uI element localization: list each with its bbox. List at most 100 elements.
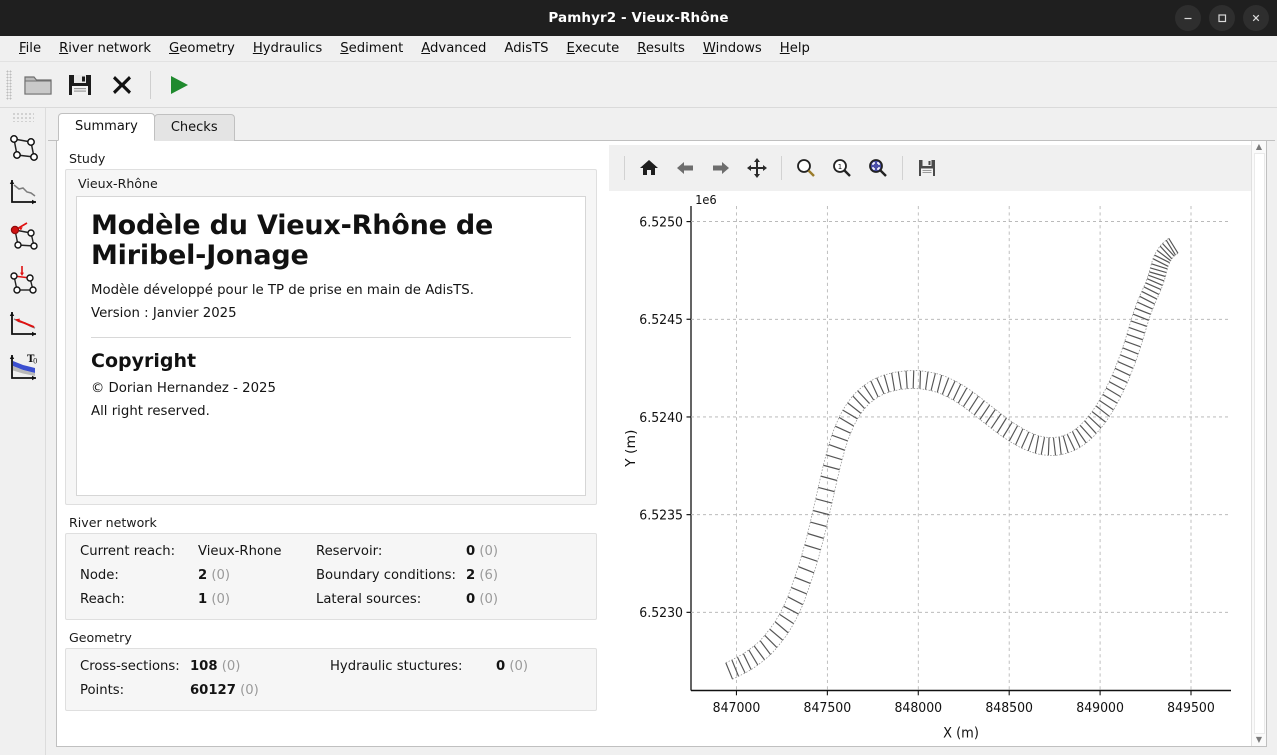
pan-move-icon[interactable]	[740, 151, 774, 185]
copyright-rights: All right reserved.	[91, 404, 210, 420]
scrollbar-track[interactable]	[1253, 153, 1265, 734]
window-titlebar: Pamhyr2 - Vieux-Rhône	[0, 0, 1277, 36]
svg-text:1: 1	[838, 163, 842, 171]
main-toolbar	[0, 62, 1277, 108]
menu-advanced[interactable]: Advanced	[421, 41, 487, 56]
value-current-reach: Vieux-Rhone	[198, 544, 282, 559]
longitudinal-profile-icon[interactable]	[1, 170, 45, 214]
geometry-info-grid: Cross-sections: 108 (0) Hydraulic stuctu…	[66, 649, 596, 710]
summary-info-pane: Study Vieux-Rhône Modèle du Vieux-Rhône …	[57, 141, 603, 746]
split-panes: Study Vieux-Rhône Modèle du Vieux-Rhône …	[57, 141, 1251, 746]
menu-results[interactable]: Results	[637, 41, 685, 56]
spacer-cell-2	[496, 683, 582, 698]
plot-pane: 1	[609, 141, 1251, 746]
close-x-icon[interactable]	[102, 65, 142, 105]
close-icon[interactable]	[1243, 5, 1269, 31]
svg-text:6.5230: 6.5230	[639, 606, 683, 621]
menu-river-network[interactable]: River network	[59, 41, 152, 56]
label-points: Points:	[80, 683, 125, 698]
sediment-layers-icon[interactable]: T 0	[1, 346, 45, 390]
value-points: 60127 (0)	[190, 683, 259, 698]
tab-summary[interactable]: Summary	[58, 113, 155, 141]
save-floppy-icon[interactable]	[60, 65, 100, 105]
label-cross-sections: Cross-sections:	[80, 659, 180, 674]
scroll-down-arrow-icon[interactable]: ▼	[1255, 735, 1263, 744]
content-area: Summary Checks Study Vieux-Rhône Modèl	[46, 108, 1277, 755]
svg-text:Y (m): Y (m)	[624, 430, 639, 468]
river-network-info-grid: Current reach: Vieux-Rhone Reservoir: 0 …	[66, 534, 596, 619]
label-current-reach: Current reach:	[80, 544, 176, 559]
menu-geometry[interactable]: Geometry	[169, 41, 235, 56]
svg-text:T: T	[27, 354, 35, 365]
svg-text:6.5240: 6.5240	[639, 410, 683, 425]
plot-toolbar: 1	[609, 145, 1251, 191]
label-lateral-sources: Lateral sources:	[316, 592, 422, 607]
study-group-title: Study	[69, 151, 106, 166]
maximize-icon[interactable]	[1209, 5, 1235, 31]
forward-arrow-icon[interactable]	[704, 151, 738, 185]
home-icon[interactable]	[632, 151, 666, 185]
open-folder-icon[interactable]	[18, 65, 58, 105]
study-group: Study Vieux-Rhône Modèle du Vieux-Rhône …	[65, 149, 597, 505]
left-toolbar: T 0	[0, 108, 46, 755]
save-figure-icon[interactable]	[910, 151, 944, 185]
copyright-author: © Dorian Hernandez - 2025	[91, 381, 276, 397]
zoom-fit-icon[interactable]	[861, 151, 895, 185]
value-reach: 1 (0)	[198, 592, 231, 607]
divider	[91, 337, 571, 339]
edit-node-icon[interactable]	[1, 214, 45, 258]
value-node: 2 (0)	[198, 568, 231, 583]
svg-text:847500: 847500	[804, 700, 852, 715]
value-reservoir: 0 (0)	[466, 544, 499, 559]
svg-text:848500: 848500	[985, 700, 1033, 715]
toolbar-grip[interactable]	[6, 69, 12, 100]
svg-text:847000: 847000	[713, 700, 761, 715]
geometry-group: Geometry Cross-sections: 108 (0) Hydraul…	[65, 628, 597, 711]
study-heading: Modèle du Vieux-Rhône de Miribel-Jonage	[91, 210, 494, 272]
menu-hydraulics[interactable]: Hydraulics	[252, 41, 323, 56]
menu-help[interactable]: Help	[779, 41, 810, 56]
tab-checks[interactable]: Checks	[153, 114, 235, 141]
pane-splitter[interactable]	[603, 141, 609, 746]
menu-windows[interactable]: Windows	[702, 41, 762, 56]
river-network-group-title: River network	[69, 515, 157, 530]
app-body: T 0 Summary Checks Study V	[0, 108, 1277, 755]
run-play-icon[interactable]	[159, 65, 199, 105]
edit-profile-icon[interactable]	[1, 302, 45, 346]
zoom-icon[interactable]	[789, 151, 823, 185]
svg-text:849500: 849500	[1167, 700, 1215, 715]
menu-sediment[interactable]: Sediment	[340, 41, 404, 56]
plot-toolbar-separator-2	[902, 156, 903, 180]
edit-edge-icon[interactable]	[1, 258, 45, 302]
left-toolbar-grip[interactable]	[11, 112, 34, 122]
scroll-up-arrow-icon[interactable]: ▲	[1255, 142, 1263, 151]
study-description: Modèle développé pour le TP de prise en …	[91, 283, 474, 299]
study-group-box: Vieux-Rhône Modèle du Vieux-Rhône de Mir…	[65, 169, 597, 505]
back-arrow-icon[interactable]	[668, 151, 702, 185]
tabstrip: Summary Checks	[48, 112, 1275, 141]
menu-adists[interactable]: AdisTS	[504, 41, 549, 56]
study-name: Vieux-Rhône	[78, 176, 158, 191]
label-boundary-conditions: Boundary conditions:	[316, 568, 456, 583]
value-lateral-sources: 0 (0)	[466, 592, 499, 607]
svg-text:6.5245: 6.5245	[639, 313, 683, 328]
vertical-scrollbar[interactable]: ▲ ▼	[1251, 141, 1266, 746]
river-network-icon[interactable]	[1, 126, 45, 170]
study-description-card: Modèle du Vieux-Rhône de Miribel-Jonage …	[76, 196, 586, 496]
value-hydraulic-structures: 0 (0)	[496, 659, 529, 674]
label-hydraulic-structures: Hydraulic stuctures:	[330, 659, 463, 674]
menu-file[interactable]: File	[19, 41, 42, 56]
label-reservoir: Reservoir:	[316, 544, 383, 559]
minimize-icon[interactable]	[1175, 5, 1201, 31]
menu-execute[interactable]: Execute	[566, 41, 620, 56]
svg-text:X (m): X (m)	[943, 726, 979, 741]
plot-canvas-wrapper[interactable]: 847000 847500 848000 848500 849000 849500 6.52…	[609, 191, 1251, 746]
label-reach: Reach:	[80, 592, 125, 607]
svg-text:6.5250: 6.5250	[639, 215, 683, 230]
value-boundary-conditions: 2 (6)	[466, 568, 499, 583]
river-network-plot[interactable]: 847000 847500 848000 848500 849000 849500 6.52…	[609, 191, 1249, 746]
zoom-one-icon[interactable]: 1	[825, 151, 859, 185]
svg-text:849000: 849000	[1076, 700, 1124, 715]
label-node: Node:	[80, 568, 119, 583]
plot-toolbar-grip	[624, 156, 625, 180]
